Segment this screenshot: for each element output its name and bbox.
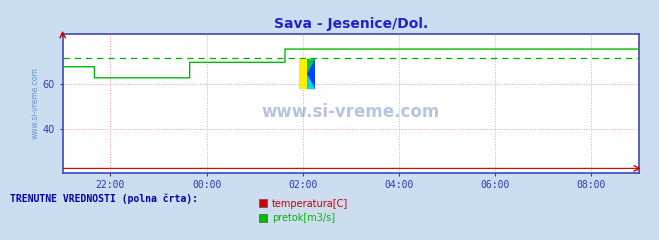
Polygon shape — [307, 74, 315, 89]
Legend: temperatura[C], pretok[m3/s]: temperatura[C], pretok[m3/s] — [255, 195, 352, 227]
Polygon shape — [307, 59, 315, 74]
Polygon shape — [307, 59, 315, 89]
Text: TRENUTNE VREDNOSTI (polna črta):: TRENUTNE VREDNOSTI (polna črta): — [10, 193, 198, 204]
Title: Sava - Jesenice/Dol.: Sava - Jesenice/Dol. — [273, 17, 428, 31]
Text: www.si-vreme.com: www.si-vreme.com — [262, 102, 440, 120]
Y-axis label: www.si-vreme.com: www.si-vreme.com — [31, 67, 40, 139]
Polygon shape — [299, 59, 307, 89]
